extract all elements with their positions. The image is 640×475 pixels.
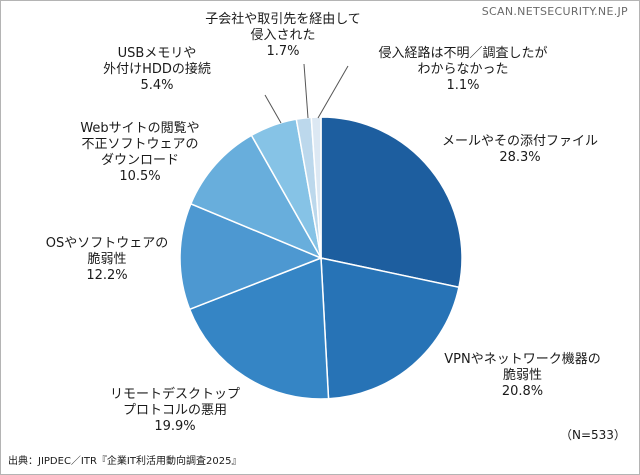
slice-label-text: プロトコルの悪用 [122, 403, 227, 418]
pie-slice-1 [320, 116, 463, 289]
slice-value-label: 28.3% [499, 150, 541, 165]
slice-value-label: 12.2% [86, 268, 128, 283]
slice-label-text: 子会社や取引先を経由して [205, 12, 361, 27]
slice-label-6: USBメモリや 外付けHDDの接続 5.4% [92, 46, 222, 94]
slice-label-3: リモートデスクトップ プロトコルの悪用 19.9% [90, 387, 260, 435]
slice-label-8: 侵入経路は不明／調査したが わからなかった 1.1% [358, 46, 568, 94]
leader-lines [264, 63, 349, 124]
slice-label-text: ダウンロード [100, 153, 179, 168]
pie-slice-5 [189, 134, 323, 260]
slice-label-text: わからなかった [417, 62, 509, 77]
slice-value-label: 1.7% [266, 44, 300, 59]
slice-label-1: メールやその添付ファイル 28.3% [430, 134, 610, 166]
slice-label-text: VPNやネットワーク機器の [444, 352, 601, 367]
slice-label-7: 子会社や取引先を経由して 侵入された 1.7% [188, 12, 378, 60]
pie-slices [179, 116, 463, 400]
slice-label-text: メールやその添付ファイル [441, 134, 598, 149]
pie-slice-2 [320, 257, 460, 400]
slice-label-text: OSやソフトウェアの [45, 236, 169, 251]
slice-label-text: Webサイトの閲覧や [80, 121, 200, 136]
slice-label-text: 外付けHDDの接続 [103, 62, 211, 77]
leader-line-8 [317, 65, 349, 119]
pie-slice-8 [310, 116, 322, 259]
slice-label-text: 侵入経路は不明／調査したが [378, 46, 548, 61]
slice-value-label: 5.4% [140, 78, 174, 93]
slice-label-2: VPNやネットワーク機器の 脆弱性 20.8% [430, 352, 615, 400]
slice-label-text: 不正ソフトウェアの [81, 137, 199, 152]
sample-size-note: （N=533） [560, 428, 626, 442]
watermark: SCAN.NETSECURITY.NE.JP [481, 5, 628, 18]
slice-label-text: リモートデスクトップ [109, 387, 240, 402]
slice-label-4: OSやソフトウェアの 脆弱性 12.2% [32, 236, 182, 284]
slice-value-label: 1.1% [446, 78, 480, 93]
source-note: 出典：JIPDEC／ITR『企業IT利活用動向調査2025』 [8, 456, 242, 467]
slice-label-text: USBメモリや [117, 46, 197, 61]
leader-line-7 [303, 63, 309, 119]
pie-slice-3 [188, 256, 330, 400]
leader-line-6 [264, 94, 282, 124]
slice-label-text: 脆弱性 [87, 252, 127, 267]
pie-slice-4 [179, 202, 324, 311]
slice-label-text: 侵入された [250, 28, 316, 43]
slice-value-label: 10.5% [119, 169, 161, 184]
slice-label-text: 脆弱性 [502, 368, 542, 383]
slice-value-label: 20.8% [501, 384, 544, 399]
slice-value-label: 19.9% [154, 419, 196, 434]
slice-label-5: Webサイトの閲覧や 不正ソフトウェアの ダウンロード 10.5% [70, 121, 210, 185]
